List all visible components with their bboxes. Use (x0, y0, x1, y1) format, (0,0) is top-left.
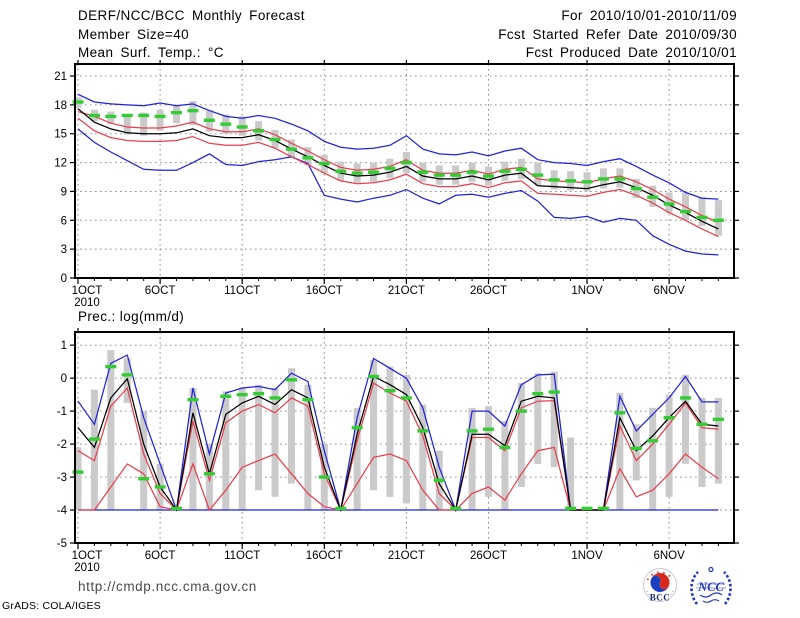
svg-text:0: 0 (61, 273, 67, 285)
precipitation-spread-bars (74, 350, 722, 511)
svg-text:1NOV: 1NOV (571, 285, 603, 297)
precipitation-daily-marks (72, 364, 724, 511)
mean-surface-temperature-frame (74, 63, 735, 279)
svg-text:6NOV: 6NOV (653, 550, 685, 562)
svg-text:6NOV: 6NOV (653, 285, 685, 297)
bcc-ring-bottom-marks (646, 590, 674, 601)
ncc-logo-label: NCC (697, 580, 724, 594)
svg-text:12: 12 (54, 158, 67, 170)
mean-surface-temperature-ensemble-upper-line (77, 111, 719, 223)
page-title: DERF/NCC/BCC Monthly Forecast (78, 8, 305, 23)
ncc-emblem-icon (690, 566, 732, 605)
precipitation-ensemble-mean-line (77, 375, 719, 513)
member-size-label: Member Size=40 (78, 27, 190, 42)
svg-text:-3: -3 (57, 472, 67, 484)
mean-surface-temperature-ensemble-mean-line (77, 108, 719, 230)
svg-text:18: 18 (54, 100, 67, 112)
refer-date-label: Fcst Started Refer Date 2010/09/30 (498, 27, 737, 42)
svg-text:6OCT: 6OCT (145, 550, 176, 562)
mean-surface-temperature-spread-bars (74, 97, 722, 236)
svg-text:6OCT: 6OCT (145, 285, 176, 297)
precip-chart-title: Prec.: log(mm/d) (78, 309, 185, 324)
produced-date-label: Fcst Produced Date 2010/10/01 (525, 45, 737, 60)
svg-text:11OCT: 11OCT (224, 550, 260, 562)
precip-chart: 1 0 -1 -2 -3 -4 -5 1OCT 6OCT 11OCT 16OCT 21OCT 26OCT… (57, 328, 739, 574)
ncc-logo: NCC (690, 566, 732, 605)
svg-text:3: 3 (61, 244, 67, 256)
svg-text:2010: 2010 (74, 297, 100, 309)
precipitation-frame (74, 331, 735, 544)
svg-text:1NOV: 1NOV (571, 550, 603, 562)
precipitation-axes: 1 0 -1 -2 -3 -4 -5 1OCT 6OCT 11OCT 16OCT 21OCT 26OCT… (57, 328, 739, 574)
mean-surface-temperature-daily-marks (72, 100, 724, 222)
svg-text:-4: -4 (57, 505, 68, 517)
svg-text:15: 15 (54, 129, 67, 141)
svg-text:16OCT: 16OCT (306, 285, 343, 297)
forecast-period-label: For 2010/10/01-2010/11/09 (561, 8, 737, 23)
website-link[interactable]: http://cmdp.ncc.cma.gov.cn (78, 579, 257, 594)
svg-text:26OCT: 26OCT (470, 285, 507, 297)
svg-text:-2: -2 (57, 439, 67, 451)
svg-text:21: 21 (54, 71, 67, 83)
bcc-logo: BCC (643, 568, 677, 603)
precipitation-lines (77, 354, 719, 513)
mean-surface-temperature-ensemble-max-line (77, 93, 719, 200)
temp-chart-title: Mean Surf. Temp.: °C (78, 45, 224, 60)
precipitation-ensemble-max-line (77, 354, 719, 513)
svg-text:21OCT: 21OCT (388, 550, 425, 562)
bcc-logo-label: BCC (650, 593, 671, 603)
svg-text:11OCT: 11OCT (224, 285, 260, 297)
svg-text:0: 0 (61, 373, 67, 385)
svg-text:21OCT: 21OCT (388, 285, 425, 297)
svg-text:26OCT: 26OCT (470, 550, 507, 562)
precipitation-ensemble-upper-line (77, 382, 719, 512)
svg-text:-1: -1 (57, 406, 67, 418)
temp-chart: 21 18 15 12 9 6 3 0 1OCT 6OCT 11OCT 16OCT 21OCT 26OCT… (54, 60, 739, 309)
mean-surface-temperature-lines (77, 93, 719, 256)
bcc-swirl-icon (650, 573, 670, 592)
mean-surface-temperature-axes: 21 18 15 12 9 6 3 0 1OCT 6OCT 11OCT 16OCT 21OCT 26OCT… (54, 60, 739, 309)
svg-text:2010: 2010 (74, 562, 100, 574)
grads-credit: GrADS: COLA/IGES (2, 600, 101, 612)
svg-text:1OCT: 1OCT (72, 550, 103, 562)
mean-surface-temperature-ensemble-lower-line (77, 117, 719, 238)
svg-text:1OCT: 1OCT (72, 285, 103, 297)
svg-text:1: 1 (61, 340, 67, 352)
svg-text:6: 6 (61, 215, 67, 227)
svg-text:-5: -5 (57, 538, 67, 550)
svg-text:16OCT: 16OCT (306, 550, 343, 562)
precipitation-ensemble-lower-line (78, 446, 719, 512)
svg-text:9: 9 (61, 186, 67, 198)
mean-surface-temperature-ensemble-min-line (77, 128, 719, 256)
